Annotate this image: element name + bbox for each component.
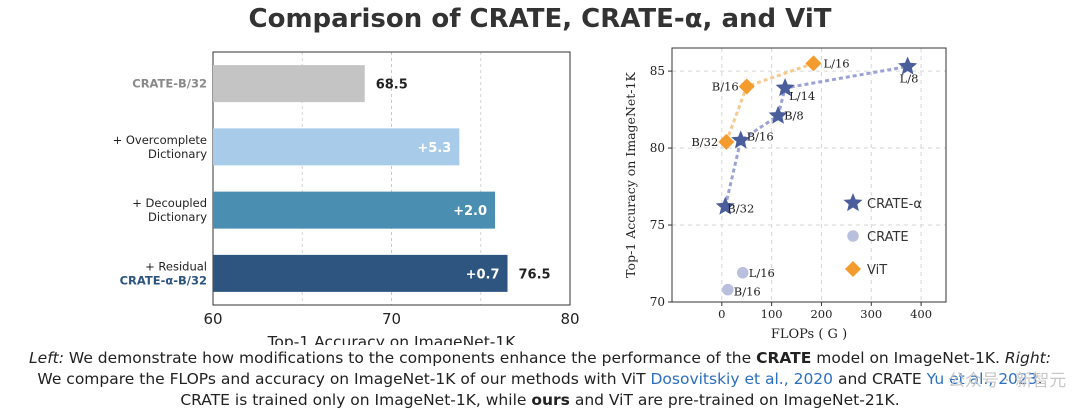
bar-category-label: + Residual xyxy=(145,259,207,273)
x-axis-label: FLOPs ( G ) xyxy=(771,327,847,342)
caption-line-1: Left: We demonstrate how modifications t… xyxy=(0,348,1080,369)
x-tick-label: 100 xyxy=(761,307,783,321)
x-tick-label: 0 xyxy=(718,307,725,321)
caption-text: model on ImageNet-1K. xyxy=(811,349,1005,367)
bar-category-label: Dictionary xyxy=(148,147,207,161)
citation-link[interactable]: Yu et al., 2023 xyxy=(926,370,1038,388)
x-tick-label: 400 xyxy=(910,307,932,321)
point-label: B/32 xyxy=(727,202,754,216)
bar xyxy=(213,191,496,229)
bar-category-label: + Decoupled xyxy=(132,196,207,210)
point-label: L/14 xyxy=(789,89,815,103)
x-tick-label: 80 xyxy=(560,310,579,328)
point-label: B/8 xyxy=(784,109,804,123)
y-tick-label: 85 xyxy=(650,64,665,78)
caption-text: . xyxy=(1037,370,1043,388)
x-tick-label: 60 xyxy=(203,310,222,328)
circle-marker xyxy=(847,230,859,242)
caption-left-label: Left: xyxy=(29,349,64,367)
bar-category-label: Dictionary xyxy=(148,210,207,224)
bar xyxy=(213,254,508,292)
star-marker xyxy=(731,130,751,149)
caption-line-3: CRATE is trained only on ImageNet-1K, wh… xyxy=(0,390,1080,411)
diamond-marker xyxy=(738,78,755,95)
y-tick-label: 75 xyxy=(650,218,665,232)
star-marker xyxy=(715,196,735,215)
star-marker xyxy=(843,193,863,212)
page-title: Comparison of CRATE, CRATE-α, and ViT xyxy=(248,4,832,34)
caption-text: and ViT are pre-trained on ImageNet-21K. xyxy=(569,391,900,409)
bar-category-label: CRATE-α-B/32 xyxy=(120,273,207,287)
point-label: B/16 xyxy=(747,129,774,143)
point-label: B/32 xyxy=(691,135,718,149)
figure-caption: Left: We demonstrate how modifications t… xyxy=(0,348,1080,411)
point-label: B/16 xyxy=(712,79,739,93)
caption-crate-bold: CRATE xyxy=(756,349,812,367)
bar-delta-label: +0.7 xyxy=(466,267,500,282)
diamond-marker xyxy=(845,261,861,277)
caption-ours-bold: ours xyxy=(531,391,570,409)
caption-text: We compare the FLOPs and accuracy on Ima… xyxy=(37,370,651,388)
bar-category-label: CRATE-B/32 xyxy=(132,77,207,91)
point-label: L/16 xyxy=(823,56,849,70)
citation-link[interactable]: Dosovitskiy et al., 2020 xyxy=(650,370,834,388)
bar-category-label: + Overcomplete xyxy=(113,133,207,147)
x-tick-label: 200 xyxy=(810,307,832,321)
flops-scatter-chart: 0 100 200 300 400 70 75 80 85 B/32 B/16 B/8 L/14 L/8 B… xyxy=(623,47,947,342)
y-tick-label: 70 xyxy=(650,295,665,309)
bar xyxy=(213,65,365,103)
circle-marker xyxy=(736,266,749,279)
caption-line-2: We compare the FLOPs and accuracy on Ima… xyxy=(0,369,1080,390)
y-tick-label: 80 xyxy=(650,141,665,155)
caption-right-label: Right: xyxy=(1004,349,1051,367)
caption-text: We demonstrate how modifications to the … xyxy=(63,349,757,367)
y-axis-label: Top-1 Accuracy on ImageNet-1K xyxy=(623,72,638,278)
diamond-marker xyxy=(805,55,822,72)
legend-label: ViT xyxy=(867,263,887,278)
bar-delta-label: +5.3 xyxy=(417,141,451,156)
point-label: L/8 xyxy=(900,71,919,85)
circle-marker xyxy=(722,283,734,296)
star-marker xyxy=(775,78,795,97)
x-tick-label: 70 xyxy=(382,310,401,328)
x-tick-label: 300 xyxy=(860,307,882,321)
diamond-marker xyxy=(718,133,735,150)
bar-delta-label: +2.0 xyxy=(453,204,487,219)
star-marker xyxy=(768,105,788,124)
legend-label: CRATE xyxy=(867,230,909,245)
plot-frame xyxy=(212,51,571,306)
x-axis-label: Top-1 Accuracy on ImageNet-1K xyxy=(267,333,517,345)
star-marker xyxy=(898,56,918,75)
plot-frame xyxy=(671,47,947,303)
point-label: L/16 xyxy=(749,266,775,280)
caption-text: and CRATE xyxy=(833,370,927,388)
point-label: B/16 xyxy=(734,285,761,299)
caption-text: CRATE is trained only on ImageNet-1K, wh… xyxy=(180,391,532,409)
bar-value-label: 68.5 xyxy=(376,78,408,93)
bar xyxy=(213,128,460,166)
bar-value-label: 76.5 xyxy=(519,267,551,282)
legend-label: CRATE-α xyxy=(867,197,922,212)
watermark: 公众号 · 新智元 xyxy=(948,371,1067,391)
